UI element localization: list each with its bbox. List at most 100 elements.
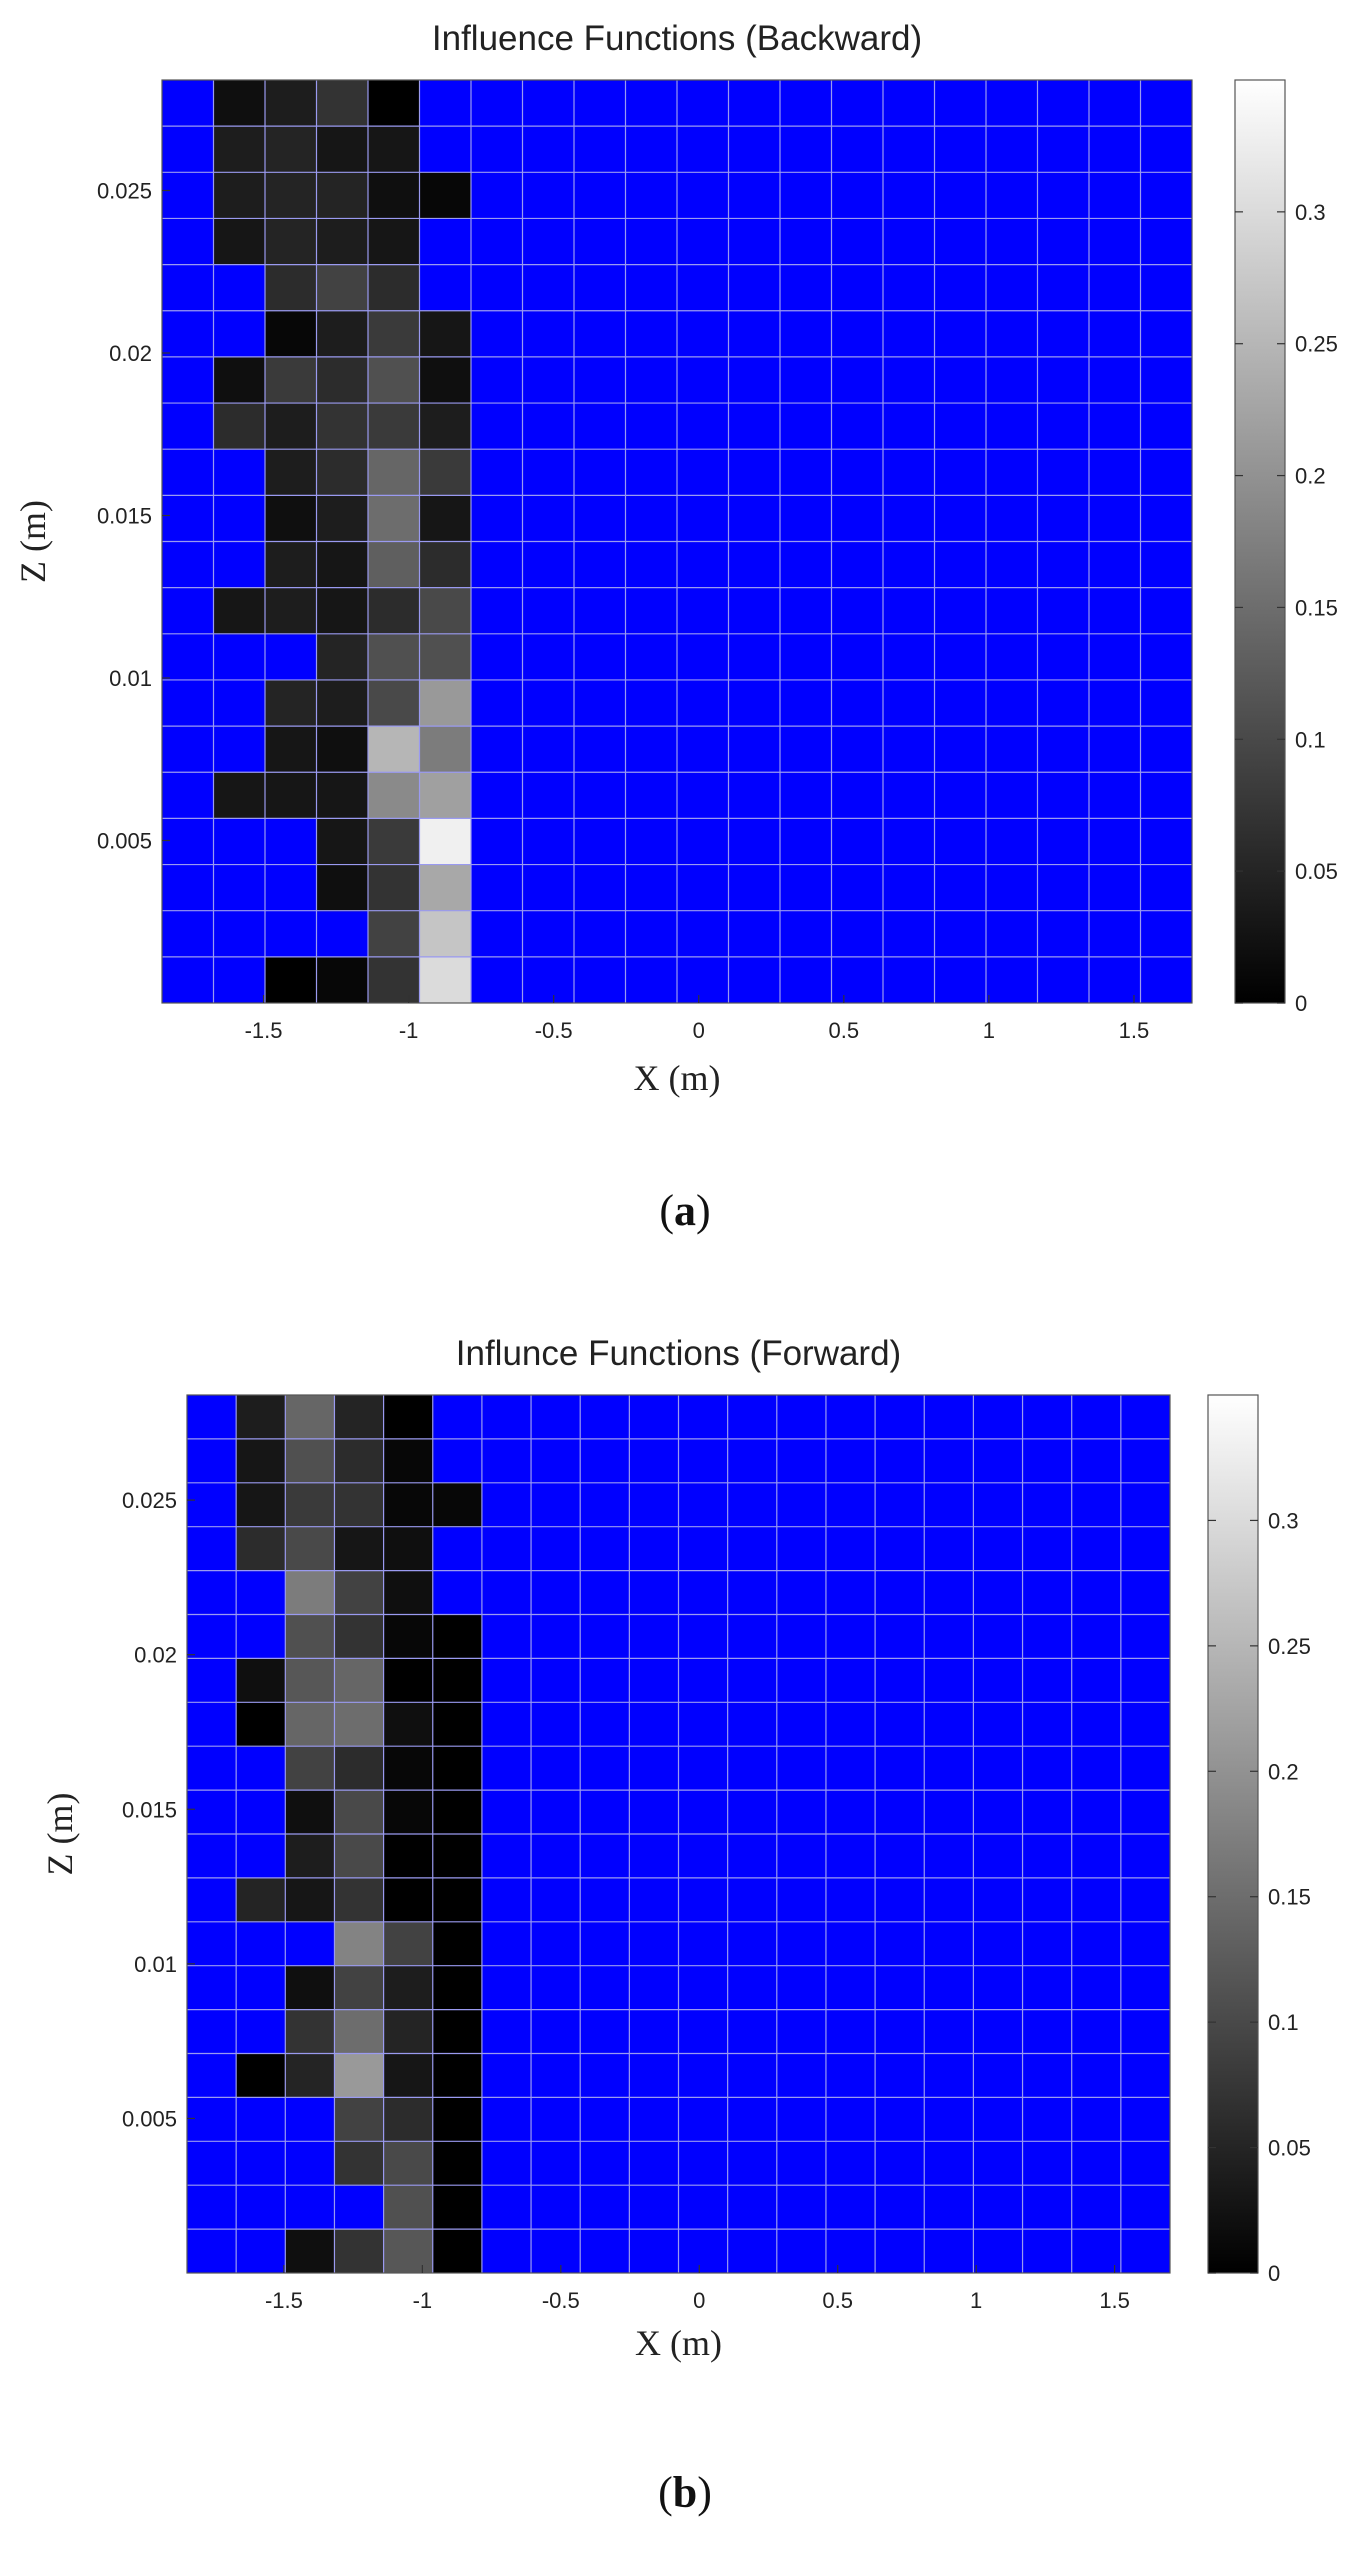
heatmap-cell [316,772,369,819]
caption-letter: a [674,1186,696,1235]
heatmap-cell [213,356,266,404]
heatmap-cell [316,587,369,635]
heatmap-cell [419,587,472,635]
heatmap-cell [432,2229,483,2274]
heatmap-cell [383,1570,434,1615]
heatmap-cell [383,2185,434,2230]
y-tick-label: 0.015 [97,504,152,529]
x-tick-label: 0.5 [829,1018,860,1043]
heatmap-cell [432,2053,483,2098]
colorbar-tick-label: 0.15 [1295,595,1338,620]
heatmap-cell [368,80,420,127]
heatmap-cell [334,1614,385,1659]
x-tick-label: -0.5 [542,2288,580,2313]
heatmap-cell [383,1395,434,1440]
heatmap-cell [419,356,472,404]
x-tick-label: 0 [693,1018,705,1043]
heatmap-cell [316,449,369,496]
heatmap-cell [383,2141,434,2186]
colorbar-tick-label: 0.2 [1268,1759,1299,1784]
x-tick-label: -1.5 [265,2288,303,2313]
colorbar-tick-label: 0.25 [1268,1634,1311,1659]
colorbar-tick-label: 0 [1295,991,1307,1016]
heatmap-cell [383,1658,434,1703]
figure-caption: (b) [658,2468,712,2517]
heatmap-cell [265,218,317,266]
heatmap-cell [368,864,420,912]
heatmap-cell [334,2097,385,2142]
heatmap-cell [316,126,369,173]
x-tick-label: 1.5 [1099,2288,1130,2313]
x-tick-label: 0 [693,2288,705,2313]
heatmap-cell [432,1965,483,2011]
heatmap-cell [285,1834,335,1879]
heatmap-cell [236,1702,286,1747]
x-tick-label: -1.5 [245,1018,283,1043]
heatmap-cell [285,1438,335,1484]
heatmap-cell [265,80,317,127]
heatmap-cell [432,2141,483,2186]
heatmap-cell [213,772,266,819]
heatmap-cell [285,1395,335,1440]
heatmap-cell [368,126,420,173]
heatmap-cell [334,1877,385,1923]
heatmap-cell [285,1526,335,1572]
y-tick-label: 0.005 [122,2106,177,2131]
heatmap-cell [334,1965,385,2011]
heatmap-cell [265,495,317,542]
colorbar-tick-label: 0 [1268,2261,1280,2286]
x-tick-label: 1 [983,1018,995,1043]
heatmap-cell [368,633,420,681]
heatmap-cell [368,679,420,727]
y-tick-label: 0.02 [109,341,152,366]
heatmap-cell [334,1746,385,1791]
heatmap-cell [368,403,420,450]
x-axis-label: X (m) [635,2323,722,2363]
heatmap-cell [368,264,420,312]
heatmap-cell [236,1482,286,1528]
heatmap-cell [383,1482,434,1528]
heatmap-cell [432,2097,483,2142]
heatmap-cell [316,633,369,681]
heatmap-cell [213,218,266,266]
heatmap-cell [368,218,420,266]
heatmap-cell [285,1614,335,1659]
heatmap-cell [316,264,369,312]
heatmap-cell [316,679,369,727]
x-tick-label: 1.5 [1119,1018,1150,1043]
heatmap-cell [285,1570,335,1615]
heatmap-cell [334,1526,385,1572]
heatmap-cell [285,1658,335,1703]
heatmap-cell [368,772,420,819]
heatmap-cell [213,80,266,127]
y-tick-label: 0.025 [97,179,152,204]
heatmap-cell [236,1877,286,1923]
heatmap-cell [334,1395,385,1440]
colorbar-tick-label: 0.1 [1295,727,1326,752]
heatmap-cell [316,726,369,773]
colorbar-tick-label: 0.15 [1268,1885,1311,1910]
heatmap-cell [236,1658,286,1703]
heatmap-cell [285,2053,335,2098]
heatmap-cell [316,541,369,589]
heatmap-cell [432,1702,483,1747]
x-tick-label: -1 [413,2288,433,2313]
heatmap-cell [368,587,420,635]
heatmap-cell [432,1790,483,1835]
heatmap-cell [265,449,317,496]
colorbar [1207,1394,1259,2274]
heatmap-cell [334,2229,385,2274]
heatmap-cell [265,264,317,312]
heatmap-cell [383,1965,434,2011]
heatmap-cell [334,1834,385,1879]
heatmap-cell [419,864,472,912]
y-tick-label: 0.015 [122,1797,177,1822]
heatmap-cell [265,772,317,819]
heatmap-cell [334,1658,385,1703]
heatmap-cell [285,2009,335,2054]
heatmap-cell [419,495,472,542]
x-tick-label: 0.5 [822,2288,853,2313]
heatmap-cell [285,1790,335,1835]
x-tick-label: 1 [970,2288,982,2313]
heatmap-cell [213,126,266,173]
